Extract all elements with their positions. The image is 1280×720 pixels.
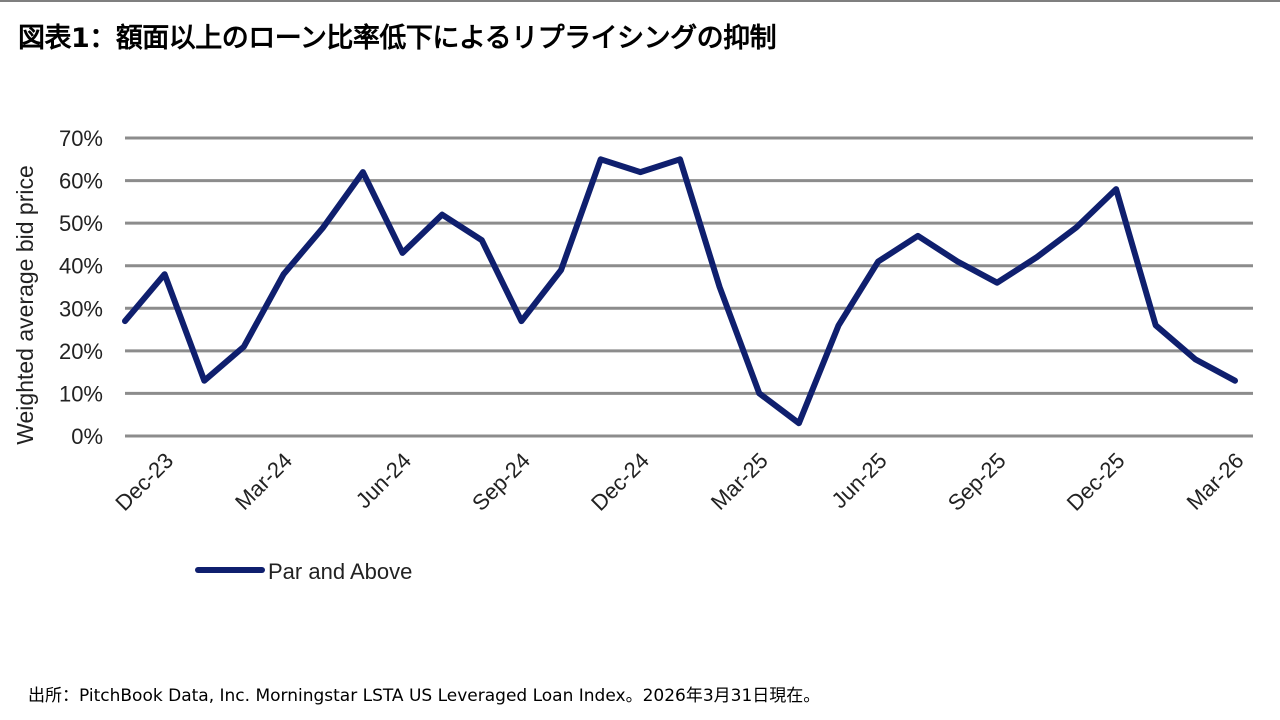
x-tick-label: Dec-24 <box>586 448 654 516</box>
x-axis-ticks: Dec-23 Mar-24 Jun-24 Sep-24 Dec-24 Mar-25 Jun-… <box>110 448 1248 516</box>
x-tick-label: Jun-25 <box>826 448 891 513</box>
y-axis-ticks: 0% 10% 20% 30% 40% 50% 60% 70% <box>59 126 103 449</box>
x-tick-label: Dec-23 <box>110 448 178 516</box>
top-rule <box>0 0 1280 2</box>
series <box>122 156 1238 427</box>
legend: Par and Above <box>195 559 412 584</box>
x-tick-label: Dec-25 <box>1062 448 1130 516</box>
x-tick-label: Mar-26 <box>1182 448 1249 515</box>
source-note: 出所：PitchBook Data, Inc. Morningstar LSTA… <box>28 686 821 706</box>
chart-title: 図表1：額面以上のローン比率低下によるリプライシングの抑制 <box>18 23 777 54</box>
x-tick-label: Jun-24 <box>351 448 416 513</box>
legend-label: Par and Above <box>268 559 412 584</box>
y-tick-label: 10% <box>59 381 103 406</box>
x-tick-label: Sep-25 <box>943 448 1011 516</box>
x-tick-label: Mar-25 <box>706 448 773 515</box>
y-tick-label: 50% <box>59 211 103 236</box>
y-tick-label: 60% <box>59 169 103 194</box>
y-tick-label: 0% <box>71 424 103 449</box>
y-tick-label: 20% <box>59 339 103 364</box>
x-tick-label: Mar-24 <box>230 448 297 515</box>
y-tick-label: 40% <box>59 254 103 279</box>
y-tick-label: 70% <box>59 126 103 151</box>
y-tick-label: 30% <box>59 296 103 321</box>
y-axis-label: Weighted average bid price <box>12 165 38 445</box>
series-line-par-and-above <box>122 156 1238 427</box>
x-tick-label: Sep-24 <box>467 448 535 516</box>
